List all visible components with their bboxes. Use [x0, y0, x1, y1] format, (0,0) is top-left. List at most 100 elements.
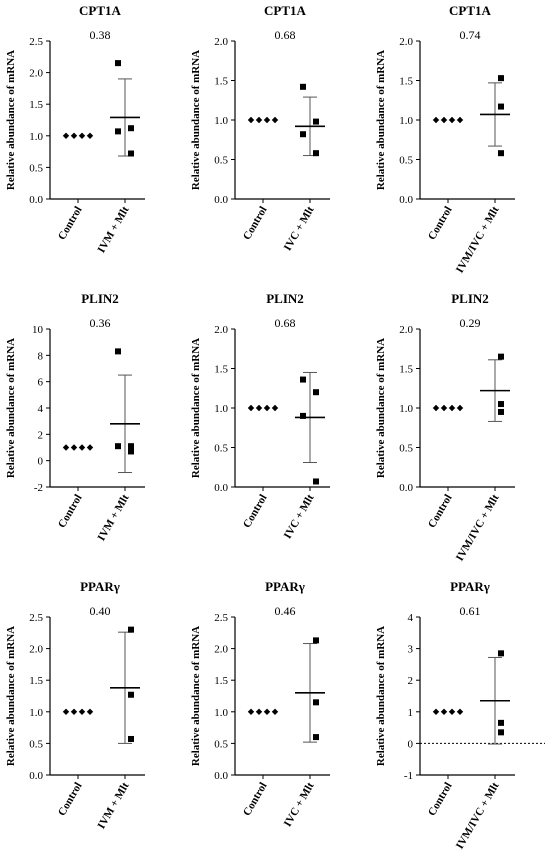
- treatment-data-point: [115, 348, 121, 355]
- y-tick-label: 0.0: [214, 482, 228, 494]
- control-data-point: [456, 708, 464, 715]
- treatment-data-point: [498, 353, 504, 360]
- y-tick-label: 1.5: [29, 99, 43, 111]
- y-tick-label: 0: [38, 456, 44, 468]
- x-category-label: IVM + Mlt: [95, 204, 131, 255]
- x-category-label: Control: [241, 205, 270, 243]
- treatment-data-point: [498, 408, 504, 415]
- y-axis-label: Relative abundance of mRNA: [375, 50, 387, 190]
- x-category-label: Control: [426, 781, 455, 819]
- y-axis-label: Relative abundance of mRNA: [5, 338, 17, 478]
- y-tick-label: 2.0: [214, 324, 228, 336]
- treatment-data-point: [300, 376, 306, 383]
- x-category-label: Control: [56, 781, 85, 819]
- control-data-point: [440, 404, 448, 412]
- y-tick-label: 1.0: [214, 707, 228, 719]
- treatment-data-point: [313, 150, 319, 157]
- p-value-label: 0.38: [90, 28, 111, 42]
- y-tick-label: 2.0: [29, 68, 43, 80]
- y-tick-label: 0.0: [399, 194, 413, 206]
- chart-title: PPARγ: [265, 579, 305, 594]
- x-category-label: IVC + Mlt: [282, 492, 317, 541]
- treatment-data-point: [128, 150, 134, 157]
- y-tick-label: 10: [32, 324, 44, 336]
- y-tick-label: 0.0: [29, 194, 43, 206]
- y-tick-label: 1: [408, 707, 414, 719]
- control-data-point: [448, 116, 456, 124]
- y-tick-label: 4: [408, 612, 414, 624]
- treatment-data-point: [313, 118, 319, 125]
- chart-title: CPT1A: [449, 3, 492, 18]
- y-tick-label: 1.0: [29, 131, 43, 143]
- y-tick-label: 2: [38, 429, 44, 441]
- chart-title: PLIN2: [266, 291, 304, 306]
- y-tick-label: 2.5: [29, 612, 43, 624]
- y-tick-label: 1.5: [214, 364, 228, 376]
- control-data-point: [263, 404, 271, 412]
- chart-title: PPARγ: [80, 579, 120, 594]
- p-value-label: 0.29: [460, 316, 481, 330]
- y-tick-label: 1.0: [399, 403, 413, 415]
- x-category-label: Control: [426, 205, 455, 243]
- x-category-label: Control: [56, 493, 85, 531]
- control-data-point: [448, 404, 456, 412]
- x-category-label: Control: [241, 781, 270, 819]
- control-data-point: [247, 404, 255, 412]
- control-data-point: [62, 708, 70, 715]
- treatment-data-point: [498, 103, 504, 110]
- y-tick-label: 1.0: [214, 115, 228, 127]
- control-data-point: [448, 708, 456, 715]
- control-data-point: [70, 444, 78, 451]
- control-data-point: [271, 116, 279, 124]
- p-value-label: 0.68: [275, 316, 296, 330]
- y-axis-label: Relative abundance of mRNA: [375, 626, 387, 766]
- y-tick-label: 2.5: [29, 36, 43, 48]
- chart-panel-2: CPT1A 0.68 Relative abundance of mRNA 0.0 0.…: [190, 3, 330, 253]
- chart-panel-7: PPARγ 0.40 Relative abundance of mRNA 0.0 0.…: [5, 579, 145, 831]
- treatment-data-point: [313, 389, 319, 396]
- control-data-point: [255, 116, 263, 124]
- y-tick-label: 0.5: [29, 738, 43, 750]
- control-data-point: [432, 116, 440, 124]
- y-tick-label: 1.5: [399, 76, 413, 88]
- chart-panel-1: CPT1A 0.38 Relative abundance of mRNA 0.0 0.…: [5, 3, 145, 255]
- control-data-point: [456, 116, 464, 124]
- x-category-label: IVM + Mlt: [95, 780, 131, 831]
- y-tick-label: 1.5: [399, 364, 413, 376]
- treatment-data-point: [498, 729, 504, 736]
- x-category-label: Control: [56, 205, 85, 243]
- treatment-data-point: [115, 128, 121, 135]
- control-data-point: [255, 404, 263, 412]
- y-tick-label: 2.0: [214, 36, 228, 48]
- chart-title: CPT1A: [264, 3, 307, 18]
- y-tick-label: 1.0: [29, 707, 43, 719]
- chart-title: CPT1A: [79, 3, 122, 18]
- treatment-data-point: [128, 443, 134, 450]
- x-category-label: IVC + Mlt: [282, 204, 317, 253]
- control-data-point: [247, 708, 255, 715]
- chart-panel-6: PLIN2 0.29 Relative abundance of mRNA 0.0 0.…: [375, 291, 515, 563]
- control-data-point: [432, 708, 440, 715]
- control-data-point: [271, 708, 279, 715]
- x-category-label: IVM/IVC + Mlt: [454, 780, 502, 851]
- y-tick-label: 8: [38, 350, 44, 362]
- y-tick-label: 2: [408, 675, 414, 687]
- y-tick-label: 1.5: [214, 675, 228, 687]
- y-tick-label: 4: [38, 403, 44, 415]
- y-axis-label: Relative abundance of mRNA: [375, 338, 387, 478]
- control-data-point: [263, 116, 271, 124]
- x-category-label: Control: [426, 493, 455, 531]
- chart-title: PLIN2: [451, 291, 489, 306]
- p-value-label: 0.36: [90, 316, 111, 330]
- treatment-data-point: [498, 401, 504, 408]
- control-data-point: [62, 132, 70, 139]
- y-tick-label: 0.5: [399, 443, 413, 455]
- y-tick-label: 2.0: [399, 36, 413, 48]
- y-tick-label: 0.5: [399, 155, 413, 167]
- treatment-data-point: [313, 478, 319, 485]
- treatment-data-point: [300, 83, 306, 90]
- y-axis-label: Relative abundance of mRNA: [5, 50, 17, 190]
- y-axis-label: Relative abundance of mRNA: [190, 626, 202, 766]
- control-data-point: [86, 444, 94, 451]
